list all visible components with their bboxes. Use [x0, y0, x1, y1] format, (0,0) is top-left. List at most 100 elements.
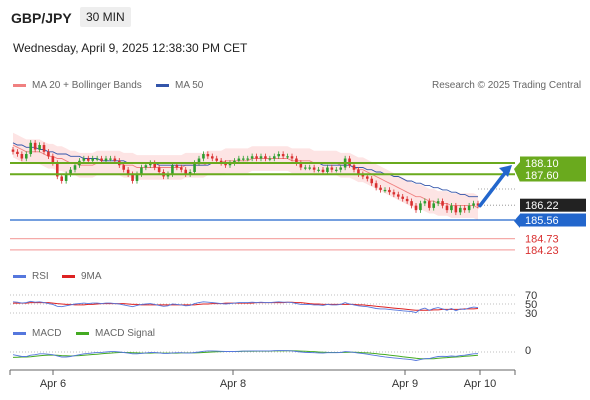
candle-body [436, 201, 440, 204]
candle-body [388, 189, 391, 193]
candle-body [303, 167, 307, 169]
candle-body [401, 196, 405, 199]
candle-body [392, 192, 396, 195]
target-label: 184.23 [525, 245, 559, 257]
research-credit: Research © 2025 Trading Central [432, 80, 582, 91]
rsi-line [12, 300, 479, 314]
candle-body [370, 178, 374, 184]
candle-body [330, 167, 334, 170]
candle-body [171, 165, 174, 175]
candle-body [206, 154, 210, 157]
support-label-text: 185.56 [525, 215, 559, 227]
candle-body [410, 201, 413, 206]
candle-body [467, 205, 471, 211]
resistance-label-pointer [514, 162, 520, 182]
candle-body [365, 176, 369, 179]
candle-body [148, 163, 152, 166]
target-label-text: 184.23 [525, 245, 559, 257]
candle-body [268, 158, 272, 160]
candle-body [299, 163, 303, 168]
legend-ma20: MA 20 + Bollinger Bands [13, 80, 142, 91]
candle-body [47, 151, 50, 157]
ma50-swatch [156, 83, 169, 87]
candle-body [144, 165, 148, 168]
forecast-arrow-shaft [478, 167, 510, 208]
resistance-label-text: 188.10 [525, 158, 559, 170]
x-tick-label: Apr 9 [392, 378, 418, 390]
candle-body [423, 201, 427, 204]
macd-swatch [13, 331, 26, 335]
candle-body [237, 158, 241, 161]
legend-rsi-ma: 9MA [62, 271, 102, 282]
candle-body [396, 194, 400, 197]
candle-body [450, 205, 453, 211]
candle-body [64, 174, 68, 181]
timestamp: Wednesday, April 9, 2025 12:38:30 PM CET [13, 41, 248, 55]
legend-macd-signal-label: MACD Signal [95, 328, 156, 339]
candle-body [264, 156, 267, 159]
candle-body [339, 167, 343, 170]
resistance-label-text: 187.60 [525, 170, 559, 182]
candle-body [91, 158, 95, 161]
legend-macd-label: MACD [32, 328, 62, 339]
rsi-ma-line [13, 301, 479, 311]
resistance-label: 188.10 [520, 156, 586, 170]
candle-body [295, 158, 298, 163]
candle-body [184, 169, 188, 175]
target-label-text: 184.73 [525, 234, 559, 246]
candle-body [179, 167, 183, 170]
timeframe-badge[interactable]: 30 MIN [80, 7, 131, 27]
candle-body [445, 205, 449, 211]
candle-body [175, 165, 179, 168]
support-label: 185.56 [520, 213, 586, 227]
legend-rsi-ma-label: 9MA [81, 271, 102, 282]
candle-body [277, 154, 281, 157]
bollinger-band [13, 132, 478, 221]
legend-rsi-label: RSI [32, 271, 49, 282]
ma20-line [12, 144, 479, 209]
candle-body [286, 156, 289, 158]
candle-body [95, 158, 99, 160]
legend-macd-signal: MACD Signal [76, 328, 155, 339]
candle-body [321, 169, 325, 172]
time-axis: Apr 6 Apr 8 Apr 9 Apr 10 [9, 369, 516, 390]
target-label: 184.73 [525, 234, 559, 246]
candle-body [334, 169, 338, 171]
candle-body [441, 201, 444, 206]
candle-body [69, 169, 72, 175]
candle-body [16, 151, 19, 155]
candle-body [113, 158, 117, 161]
ma20-swatch [13, 83, 26, 87]
candle-body [193, 163, 196, 172]
candle-body [82, 158, 86, 161]
candle-body [122, 165, 126, 170]
candle-body [215, 158, 219, 161]
candle-body [100, 158, 103, 161]
candle-body [42, 145, 46, 152]
candle-body [419, 203, 422, 211]
price-panel [11, 132, 480, 221]
candle-body [135, 174, 139, 181]
candle-body [374, 183, 378, 188]
candle-body [458, 207, 462, 213]
x-tick-label: Apr 8 [220, 378, 246, 390]
candle-body [290, 156, 294, 159]
x-tick-label: Apr 10 [464, 378, 496, 390]
legend-rsi: RSI [13, 271, 49, 282]
candle-body [55, 163, 59, 177]
candle-body [224, 163, 227, 166]
candle-body [326, 167, 329, 172]
resistance-label: 187.60 [520, 168, 586, 182]
candle-body [228, 163, 232, 166]
candle-body [131, 174, 134, 181]
candle-body [86, 158, 90, 161]
rsi-tick-label: 30 [525, 308, 537, 320]
candle-body [379, 187, 382, 190]
candle-body [202, 154, 205, 159]
candle-body [20, 154, 24, 159]
candle-body [24, 154, 28, 159]
forecast-arrow-head [499, 165, 512, 177]
candle-body [281, 154, 285, 157]
candle-body [210, 156, 214, 159]
